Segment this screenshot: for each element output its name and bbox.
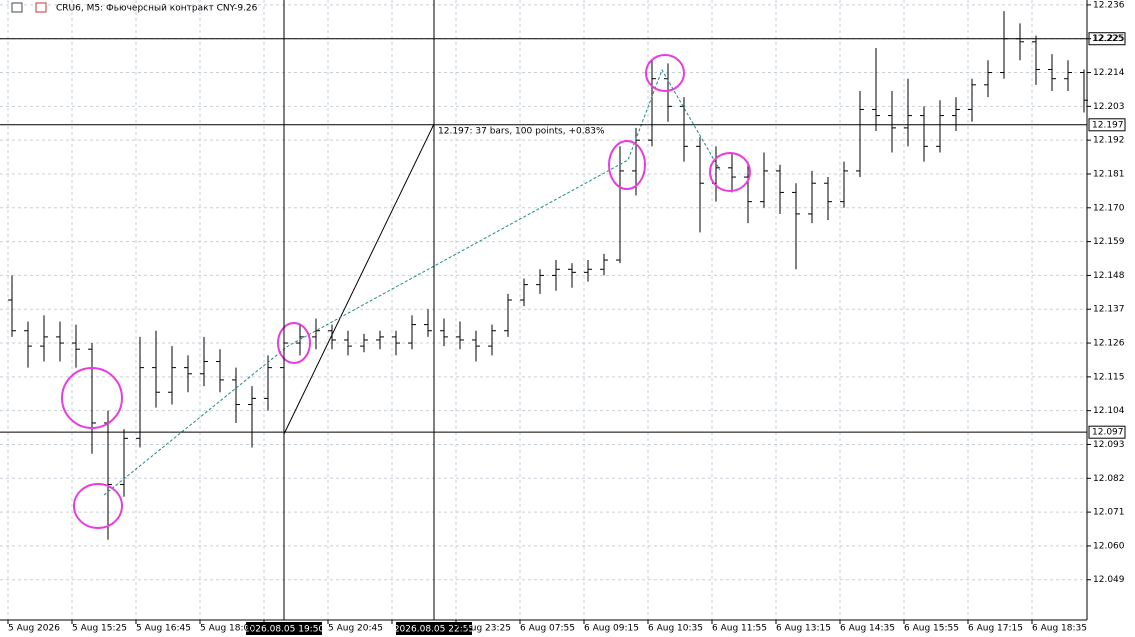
- price-label: 12.097: [1092, 428, 1124, 438]
- price-label: 12.225: [1092, 34, 1124, 44]
- y-tick-label: 12.115: [1093, 372, 1125, 382]
- x-tick-label: 6 Aug 15:55: [904, 624, 959, 634]
- y-tick-label: 12.192: [1093, 136, 1125, 146]
- x-tick-label: 5 Aug 2026: [8, 624, 60, 634]
- x-tick-label: 6 Aug 10:35: [648, 624, 703, 634]
- y-tick-label: 12.093: [1093, 440, 1125, 450]
- time-box: [396, 622, 472, 635]
- y-tick-label: 12.203: [1093, 102, 1125, 112]
- x-tick-label: 5 Aug 16:45: [136, 624, 191, 634]
- bars: [8, 11, 1088, 540]
- ruler-label: 12.197: 37 bars, 100 points, +0.83%: [438, 127, 605, 137]
- y-tick-label: 12.126: [1093, 339, 1125, 349]
- circle: [277, 322, 311, 364]
- y-tick-label: 12.148: [1093, 271, 1125, 281]
- grid: [0, 0, 1087, 620]
- circle: [709, 152, 751, 192]
- y-tick-label: 12.049: [1093, 575, 1125, 585]
- price-box: [1088, 425, 1126, 439]
- price-label: 12.197: [1092, 120, 1124, 130]
- icon: [35, 2, 47, 13]
- chart-title: CRU6, M5: Фьючерсный контракт CNY-9.26: [56, 4, 258, 14]
- x-tick-label: 6 Aug 07:55: [520, 624, 575, 634]
- ruler-line: [283, 123, 435, 435]
- y-tick-label: 12.236: [1093, 0, 1125, 10]
- circle: [645, 54, 685, 92]
- y-tick-label: 12.159: [1093, 237, 1125, 247]
- x-tick-label: 6 Aug 18:35: [1032, 624, 1087, 634]
- x-tick-label: 5 Aug 15:25: [72, 624, 127, 634]
- y-tick-label: 12.082: [1093, 474, 1125, 484]
- circle: [608, 140, 646, 190]
- y-tick-label: 12.060: [1093, 541, 1125, 551]
- y-tick-label: 12.170: [1093, 203, 1125, 213]
- time-label: 2026.08.05 19:50: [244, 625, 325, 635]
- icon: [11, 2, 23, 13]
- x-tick-label: 5 Aug 20:45: [328, 624, 383, 634]
- y-tick-label: 12.071: [1093, 508, 1125, 518]
- zigzag: [103, 68, 721, 496]
- y-tick-label: 12.214: [1093, 68, 1125, 78]
- annotations: [61, 54, 751, 529]
- circle: [73, 483, 123, 529]
- time-box: [246, 622, 322, 635]
- y-tick-label: 12.104: [1093, 406, 1125, 416]
- time-label: 2026.08.05 22:55: [394, 625, 474, 635]
- x-tick-label: 6 Aug 17:15: [968, 624, 1023, 634]
- x-tick-label: 5 Aug 23:25: [456, 624, 511, 634]
- x-tick-label: 6 Aug 13:15: [776, 624, 831, 634]
- y-tick-label: 12.181: [1093, 169, 1125, 179]
- y-tick-label: 12.137: [1093, 305, 1125, 315]
- circle: [61, 367, 123, 429]
- y-tick-label: 12.225: [1093, 34, 1125, 44]
- x-tick-label: 6 Aug 09:15: [584, 624, 639, 634]
- price-box: [1088, 118, 1126, 132]
- x-tick-label: 6 Aug 11:55: [712, 624, 767, 634]
- x-tick-label: 6 Aug 14:35: [840, 624, 895, 634]
- x-tick-label: 5 Aug 18:05: [200, 624, 255, 634]
